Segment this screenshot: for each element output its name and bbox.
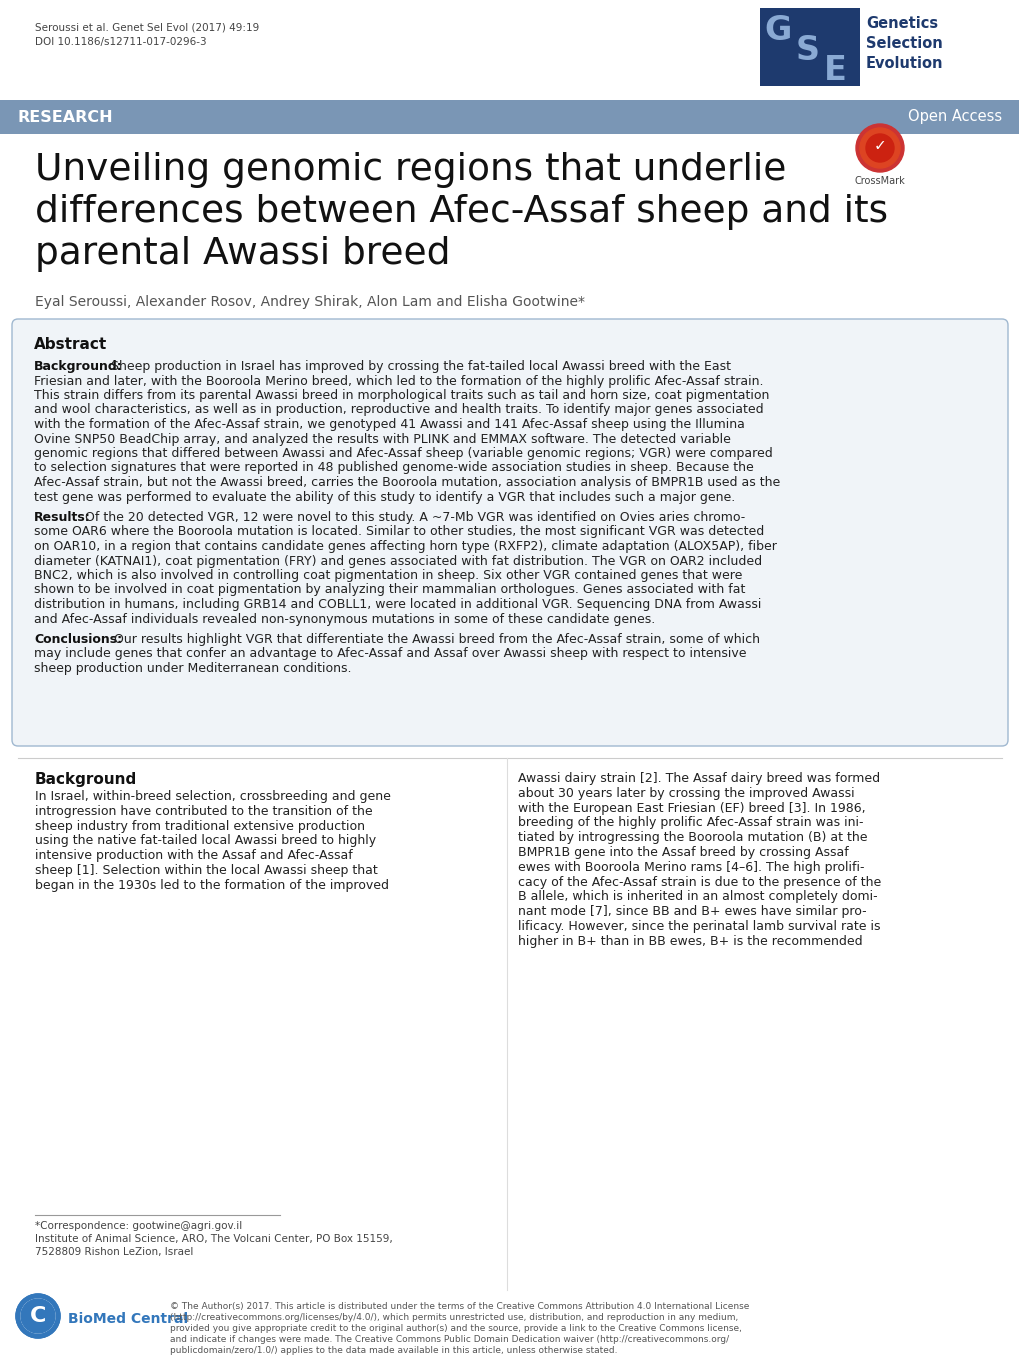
Text: diameter (KATNAI1), coat pigmentation (FRY) and genes associated with fat distri: diameter (KATNAI1), coat pigmentation (F… <box>34 554 761 568</box>
Text: sheep industry from traditional extensive production: sheep industry from traditional extensiv… <box>35 820 365 832</box>
Text: differences between Afec-Assaf sheep and its: differences between Afec-Assaf sheep and… <box>35 194 888 230</box>
Text: BMPR1B gene into the Assaf breed by crossing Assaf: BMPR1B gene into the Assaf breed by cros… <box>518 846 848 859</box>
Text: Sheep production in Israel has improved by crossing the fat-tailed local Awassi : Sheep production in Israel has improved … <box>107 360 731 373</box>
Text: © The Author(s) 2017. This article is distributed under the terms of the Creativ: © The Author(s) 2017. This article is di… <box>170 1302 749 1312</box>
Circle shape <box>21 1299 55 1333</box>
Text: (http://creativecommons.org/licenses/by/4.0/), which permits unrestricted use, d: (http://creativecommons.org/licenses/by/… <box>170 1313 738 1322</box>
Text: Conclusions:: Conclusions: <box>34 633 122 646</box>
Text: distribution in humans, including GRB14 and COBLL1, were located in additional V: distribution in humans, including GRB14 … <box>34 598 760 611</box>
Text: lificacy. However, since the perinatal lamb survival rate is: lificacy. However, since the perinatal l… <box>518 920 879 934</box>
Text: Evolution: Evolution <box>865 56 943 70</box>
Text: S: S <box>795 34 819 66</box>
Text: Eyal Seroussi, Alexander Rosov, Andrey Shirak, Alon Lam and Elisha Gootwine*: Eyal Seroussi, Alexander Rosov, Andrey S… <box>35 295 585 309</box>
Text: began in the 1930s led to the formation of the improved: began in the 1930s led to the formation … <box>35 879 388 892</box>
Text: tiated by introgressing the Booroola mutation (B) at the: tiated by introgressing the Booroola mut… <box>518 831 866 844</box>
Text: Abstract: Abstract <box>34 337 107 352</box>
Text: *Correspondence: gootwine@agri.gov.il: *Correspondence: gootwine@agri.gov.il <box>35 1221 243 1230</box>
Text: to selection signatures that were reported in 48 published genome-wide associati: to selection signatures that were report… <box>34 462 753 474</box>
Text: Genetics: Genetics <box>865 16 937 31</box>
Text: provided you give appropriate credit to the original author(s) and the source, p: provided you give appropriate credit to … <box>170 1324 741 1333</box>
FancyBboxPatch shape <box>759 8 859 85</box>
Text: E: E <box>823 54 846 87</box>
Text: Selection: Selection <box>865 37 942 51</box>
Text: CrossMark: CrossMark <box>854 176 905 186</box>
Text: Ovine SNP50 BeadChip array, and analyzed the results with PLINK and EMMAX softwa: Ovine SNP50 BeadChip array, and analyzed… <box>34 432 731 446</box>
Text: Seroussi et al. Genet Sel Evol (2017) 49:19: Seroussi et al. Genet Sel Evol (2017) 49… <box>35 22 259 33</box>
Text: introgression have contributed to the transition of the: introgression have contributed to the tr… <box>35 805 372 818</box>
Circle shape <box>21 1299 55 1333</box>
Circle shape <box>16 1294 60 1337</box>
Text: In Israel, within-breed selection, crossbreeding and gene: In Israel, within-breed selection, cross… <box>35 790 390 804</box>
Text: with the formation of the Afec-Assaf strain, we genotyped 41 Awassi and 141 Afec: with the formation of the Afec-Assaf str… <box>34 417 744 431</box>
Text: shown to be involved in coat pigmentation by analyzing their mammalian orthologu: shown to be involved in coat pigmentatio… <box>34 584 745 596</box>
Text: higher in B+ than in BB ewes, B+ is the recommended: higher in B+ than in BB ewes, B+ is the … <box>518 935 862 947</box>
Text: and wool characteristics, as well as in production, reproductive and health trai: and wool characteristics, as well as in … <box>34 404 763 416</box>
Text: Our results highlight VGR that differentiate the Awassi breed from the Afec-Assa: Our results highlight VGR that different… <box>110 633 759 646</box>
Text: RESEARCH: RESEARCH <box>18 110 113 125</box>
Text: BNC2, which is also involved in controlling coat pigmentation in sheep. Six othe: BNC2, which is also involved in controll… <box>34 569 742 583</box>
Text: nant mode [7], since BB and B+ ewes have similar pro-: nant mode [7], since BB and B+ ewes have… <box>518 905 866 919</box>
Text: about 30 years later by crossing the improved Awassi: about 30 years later by crossing the imp… <box>518 787 854 799</box>
Text: using the native fat-tailed local Awassi breed to highly: using the native fat-tailed local Awassi… <box>35 835 376 847</box>
Text: Friesian and later, with the Booroola Merino breed, which led to the formation o: Friesian and later, with the Booroola Me… <box>34 374 763 388</box>
Text: DOI 10.1186/s12711-017-0296-3: DOI 10.1186/s12711-017-0296-3 <box>35 37 207 47</box>
Text: Awassi dairy strain [2]. The Assaf dairy breed was formed: Awassi dairy strain [2]. The Assaf dairy… <box>518 772 879 785</box>
Text: breeding of the highly prolific Afec-Assaf strain was ini-: breeding of the highly prolific Afec-Ass… <box>518 817 863 829</box>
Text: test gene was performed to evaluate the ability of this study to identify a VGR : test gene was performed to evaluate the … <box>34 491 735 504</box>
Circle shape <box>859 127 899 168</box>
Text: genomic regions that differed between Awassi and Afec-Assaf sheep (variable geno: genomic regions that differed between Aw… <box>34 447 772 459</box>
Text: may include genes that confer an advantage to Afec-Assaf and Assaf over Awassi s: may include genes that confer an advanta… <box>34 648 746 660</box>
Text: on OAR10, in a region that contains candidate genes affecting horn type (RXFP2),: on OAR10, in a region that contains cand… <box>34 541 776 553</box>
Text: sheep [1]. Selection within the local Awassi sheep that: sheep [1]. Selection within the local Aw… <box>35 864 377 877</box>
Text: ewes with Booroola Merino rams [4–6]. The high prolifi-: ewes with Booroola Merino rams [4–6]. Th… <box>518 860 864 874</box>
Text: G: G <box>763 14 791 47</box>
Text: BioMed Central: BioMed Central <box>68 1312 187 1327</box>
FancyBboxPatch shape <box>12 318 1007 747</box>
FancyBboxPatch shape <box>0 100 1019 134</box>
Text: cacy of the Afec-Assaf strain is due to the presence of the: cacy of the Afec-Assaf strain is due to … <box>518 875 880 889</box>
Text: Results:: Results: <box>34 511 91 524</box>
Text: intensive production with the Assaf and Afec-Assaf: intensive production with the Assaf and … <box>35 850 353 862</box>
Text: publicdomain/zero/1.0/) applies to the data made available in this article, unle: publicdomain/zero/1.0/) applies to the d… <box>170 1346 616 1355</box>
Text: ✓: ✓ <box>872 138 886 153</box>
Text: 7528809 Rishon LeZion, Israel: 7528809 Rishon LeZion, Israel <box>35 1247 194 1257</box>
Text: Background: Background <box>35 772 138 787</box>
Text: Institute of Animal Science, ARO, The Volcani Center, PO Box 15159,: Institute of Animal Science, ARO, The Vo… <box>35 1234 392 1244</box>
Text: parental Awassi breed: parental Awassi breed <box>35 236 450 272</box>
Circle shape <box>855 125 903 172</box>
Text: Unveiling genomic regions that underlie: Unveiling genomic regions that underlie <box>35 152 786 188</box>
Text: B allele, which is inherited in an almost completely domi-: B allele, which is inherited in an almos… <box>518 890 876 904</box>
Text: Open Access: Open Access <box>907 110 1001 125</box>
Text: sheep production under Mediterranean conditions.: sheep production under Mediterranean con… <box>34 663 352 675</box>
Text: Of the 20 detected VGR, 12 were novel to this study. A ~7-Mb VGR was identified : Of the 20 detected VGR, 12 were novel to… <box>81 511 745 524</box>
Text: and indicate if changes were made. The Creative Commons Public Domain Dedication: and indicate if changes were made. The C… <box>170 1335 729 1344</box>
Text: Afec-Assaf strain, but not the Awassi breed, carries the Booroola mutation, asso: Afec-Assaf strain, but not the Awassi br… <box>34 476 780 489</box>
Circle shape <box>865 134 893 163</box>
Text: Background:: Background: <box>34 360 122 373</box>
Circle shape <box>16 1294 60 1337</box>
Text: This strain differs from its parental Awassi breed in morphological traits such : This strain differs from its parental Aw… <box>34 389 768 402</box>
Text: with the European East Friesian (EF) breed [3]. In 1986,: with the European East Friesian (EF) bre… <box>518 802 865 814</box>
Text: C: C <box>30 1306 46 1327</box>
Text: and Afec-Assaf individuals revealed non-synonymous mutations in some of these ca: and Afec-Assaf individuals revealed non-… <box>34 612 654 626</box>
Text: some OAR6 where the Booroola mutation is located. Similar to other studies, the : some OAR6 where the Booroola mutation is… <box>34 526 763 538</box>
